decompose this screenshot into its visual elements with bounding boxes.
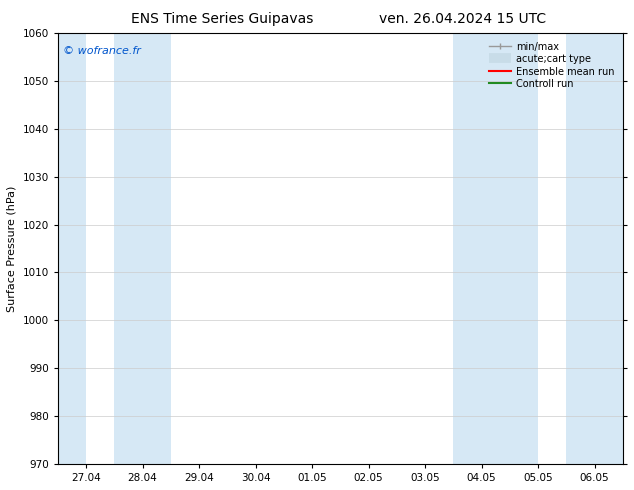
Bar [566,33,623,464]
Legend: min/max, acute;cart type, Ensemble mean run, Controll run: min/max, acute;cart type, Ensemble mean … [486,38,618,93]
Text: © wofrance.fr: © wofrance.fr [63,46,141,56]
Bar [453,33,510,464]
Bar [58,33,86,464]
Y-axis label: Surface Pressure (hPa): Surface Pressure (hPa) [7,185,17,312]
Text: ven. 26.04.2024 15 UTC: ven. 26.04.2024 15 UTC [379,12,547,26]
Text: ENS Time Series Guipavas: ENS Time Series Guipavas [131,12,313,26]
Bar [114,33,171,464]
Bar [510,33,538,464]
